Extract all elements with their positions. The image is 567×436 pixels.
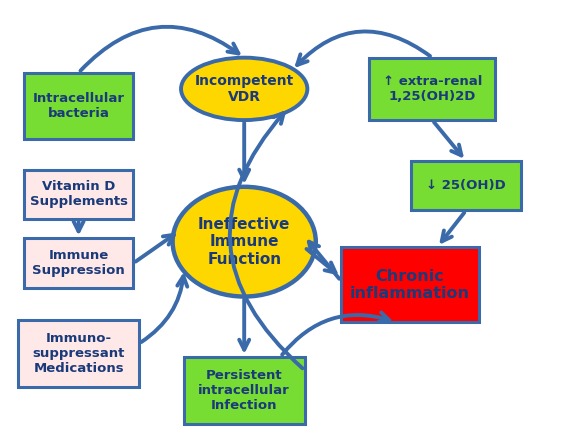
FancyBboxPatch shape bbox=[369, 58, 496, 120]
FancyBboxPatch shape bbox=[411, 161, 521, 211]
Text: ↓ 25(OH)D: ↓ 25(OH)D bbox=[426, 179, 506, 192]
FancyBboxPatch shape bbox=[24, 170, 133, 219]
Text: Chronic
inflammation: Chronic inflammation bbox=[350, 269, 470, 301]
Ellipse shape bbox=[181, 58, 307, 120]
Text: Ineffective
Immune
Function: Ineffective Immune Function bbox=[198, 217, 290, 266]
FancyBboxPatch shape bbox=[184, 357, 304, 423]
Text: Vitamin D
Supplements: Vitamin D Supplements bbox=[29, 181, 128, 208]
Text: Immuno-
suppressant
Medications: Immuno- suppressant Medications bbox=[32, 332, 125, 375]
Text: ↑ extra-renal
1,25(OH)2D: ↑ extra-renal 1,25(OH)2D bbox=[383, 75, 482, 103]
Ellipse shape bbox=[172, 187, 316, 296]
Text: Incompetent
VDR: Incompetent VDR bbox=[194, 74, 294, 104]
FancyBboxPatch shape bbox=[24, 238, 133, 288]
Text: Persistent
intracellular
Infection: Persistent intracellular Infection bbox=[198, 369, 290, 412]
FancyBboxPatch shape bbox=[18, 320, 139, 387]
FancyBboxPatch shape bbox=[341, 247, 479, 322]
FancyBboxPatch shape bbox=[24, 73, 133, 140]
Text: Intracellular
bacteria: Intracellular bacteria bbox=[32, 92, 125, 120]
Text: Immune
Suppression: Immune Suppression bbox=[32, 249, 125, 277]
